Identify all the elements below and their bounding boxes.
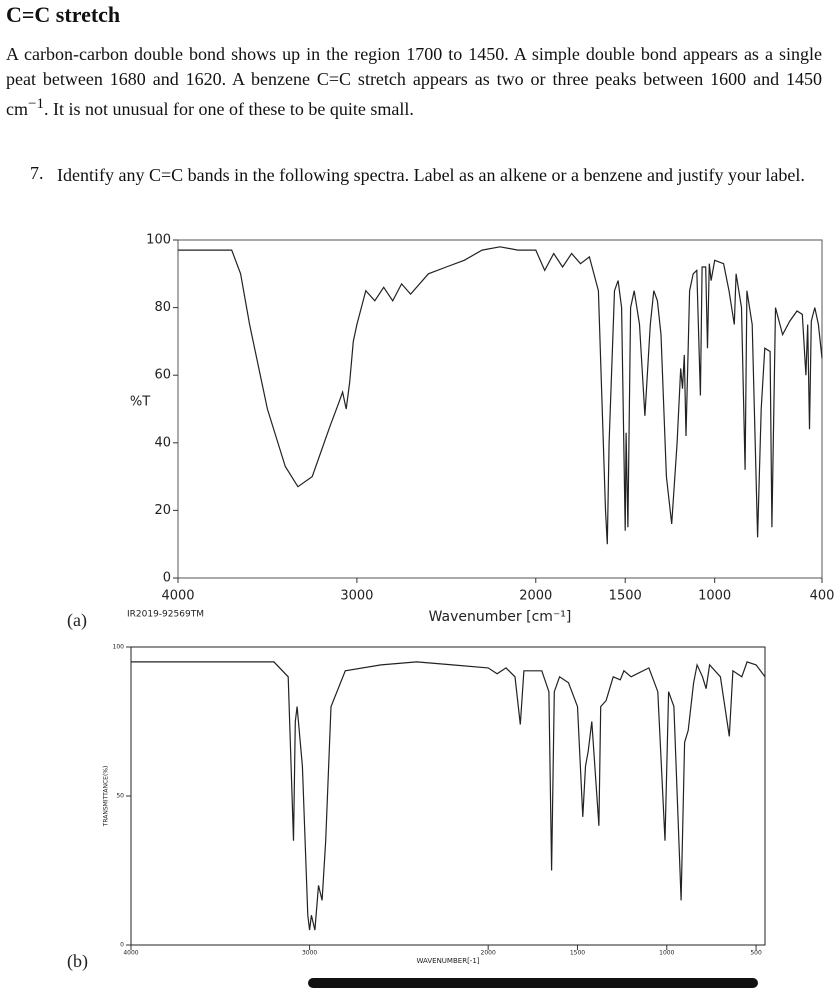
y-tick-label: 0: [163, 571, 171, 586]
spectrum-line: [131, 661, 766, 931]
x-tick-label: 1000: [698, 589, 731, 604]
y-tick-label: 100: [146, 233, 171, 248]
question-text: Identify any C=C bands in the following …: [57, 165, 805, 185]
x-tick-label: 3000: [340, 589, 373, 604]
note: IR2019-92569TM: [127, 610, 204, 620]
x-tick-label: 3000: [302, 950, 317, 957]
y-tick-label: 50: [116, 793, 124, 800]
panel-label: (b): [67, 951, 88, 972]
y-tick-label: 20: [154, 503, 171, 518]
plot-frame: [177, 239, 823, 579]
y-axis-label: %T: [130, 395, 150, 410]
y-axis-label: TRANSMITTANCE(%): [103, 766, 110, 828]
x-tick-label: 2000: [519, 589, 552, 604]
x-axis-label: Wavenumber [cm⁻¹]: [429, 609, 572, 625]
home-indicator: [308, 978, 758, 988]
paragraph-text: . It is not unusual for one of these to …: [43, 99, 414, 119]
x-tick-label: 1000: [659, 950, 674, 957]
spectrum-line: [178, 246, 823, 545]
paragraph: A carbon-carbon double bond shows up in …: [6, 42, 822, 122]
plot-frame: [130, 646, 766, 946]
y-tick-label: 60: [154, 368, 171, 383]
y-tick-label: 80: [154, 300, 171, 315]
x-tick-label: 4000: [123, 950, 138, 957]
panel-label: (a): [67, 610, 87, 631]
x-tick-label: 400: [810, 589, 835, 604]
x-tick-label: 1500: [609, 589, 642, 604]
x-tick-label: 500: [750, 950, 762, 957]
paragraph-text: A carbon-carbon double bond shows up in …: [6, 44, 822, 119]
superscript: −1: [28, 96, 44, 112]
x-tick-label: 1500: [570, 950, 585, 957]
question-number: 7.: [30, 163, 44, 183]
x-axis-label: WAVENUMBER[-1]: [416, 957, 479, 965]
x-tick-label: 2000: [481, 950, 496, 957]
y-tick-label: 40: [154, 435, 171, 450]
heading: C=C stretch: [6, 2, 121, 27]
y-tick-label: 100: [113, 644, 125, 651]
y-tick-label: 0: [120, 942, 124, 949]
x-tick-label: 4000: [161, 589, 194, 604]
